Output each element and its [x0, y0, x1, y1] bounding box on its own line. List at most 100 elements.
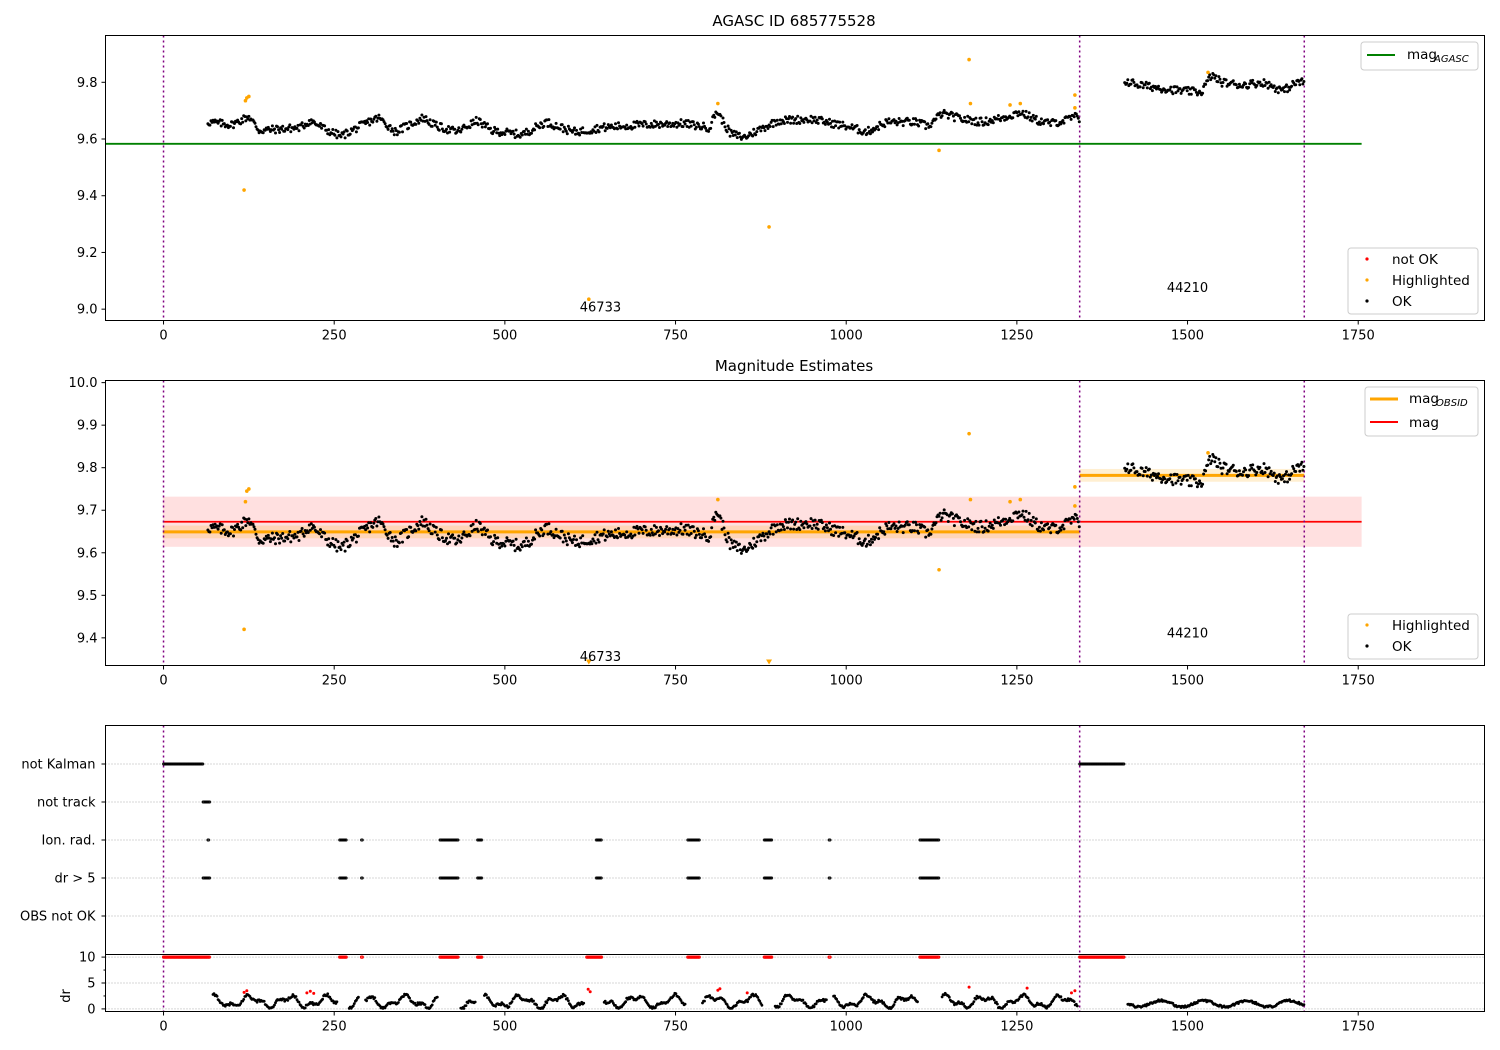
- ok-point: [560, 123, 564, 127]
- ok-point: [1171, 483, 1175, 487]
- ok-point: [279, 534, 283, 538]
- ok-point: [901, 124, 905, 128]
- ok-point: [1175, 85, 1179, 89]
- ok-point: [336, 130, 340, 134]
- ok-point: [471, 522, 475, 526]
- ok-point: [913, 122, 916, 126]
- dr-point: [624, 1000, 628, 1004]
- ok-point: [664, 527, 668, 531]
- highlighted-point: [1008, 499, 1012, 504]
- dr-point: [311, 1001, 314, 1004]
- ok-point: [863, 128, 867, 132]
- ok-point: [1282, 474, 1285, 478]
- ok-point: [286, 537, 290, 541]
- ok-point: [1298, 83, 1302, 87]
- ok-point: [236, 522, 240, 526]
- dr-point: [535, 1003, 538, 1007]
- ok-point: [959, 520, 962, 524]
- ok-point: [482, 121, 486, 124]
- ok-point: [401, 540, 404, 544]
- ok-point: [493, 533, 497, 537]
- ok-point: [877, 128, 881, 132]
- ok-point: [739, 551, 743, 555]
- ok-point: [518, 135, 522, 139]
- ok-point: [274, 542, 277, 546]
- ok-point: [686, 523, 690, 527]
- ok-point: [483, 125, 487, 129]
- ok-point: [597, 540, 601, 544]
- flag-point: [480, 838, 484, 842]
- ok-point: [657, 122, 660, 126]
- x-tick-label: 750: [663, 674, 688, 689]
- ok-point: [691, 120, 695, 124]
- ok-point: [683, 122, 687, 126]
- ok-point: [843, 531, 847, 535]
- highlighted-point: [242, 188, 246, 192]
- ok-point: [734, 130, 738, 134]
- ok-point: [1284, 472, 1287, 476]
- ok-point: [561, 130, 565, 134]
- ok-point: [1263, 471, 1267, 474]
- ok-point: [1220, 84, 1224, 88]
- ok-point: [976, 526, 980, 530]
- ok-point: [1300, 77, 1304, 81]
- ok-point: [614, 528, 617, 532]
- ok-point: [789, 121, 793, 125]
- ok-point: [810, 527, 814, 530]
- ok-point: [838, 120, 842, 124]
- ok-point: [565, 543, 569, 547]
- ok-point: [261, 541, 265, 545]
- dr-point: [725, 1003, 729, 1006]
- dr-not-ok-point: [1069, 991, 1073, 995]
- ok-point: [208, 123, 212, 127]
- x-tick-label: 1500: [1171, 1020, 1204, 1035]
- dr-clipped-point: [697, 955, 701, 959]
- ok-point: [799, 519, 803, 523]
- ok-point: [786, 120, 789, 124]
- ok-point: [823, 122, 827, 126]
- dr-point: [303, 1006, 307, 1010]
- ok-point: [356, 534, 360, 538]
- highlighted-point: [1073, 485, 1077, 489]
- ok-point: [297, 129, 301, 133]
- ok-point: [1144, 80, 1148, 84]
- highlighted-point: [967, 431, 971, 436]
- ok-point: [721, 116, 725, 120]
- ok-point: [1169, 85, 1173, 89]
- ok-point: [1267, 466, 1271, 470]
- flag-point: [208, 800, 212, 804]
- dr-point: [892, 1003, 896, 1006]
- ok-point: [1077, 120, 1081, 124]
- ok-point: [1188, 476, 1192, 480]
- ok-point: [792, 527, 796, 531]
- ok-point: [478, 118, 482, 121]
- ok-point: [1254, 473, 1258, 477]
- y-tick-label: 9.8: [77, 461, 98, 476]
- ok-point: [829, 121, 832, 125]
- ok-point: [1022, 515, 1026, 519]
- ok-point: [416, 119, 420, 123]
- ok-point: [855, 124, 859, 127]
- ok-point: [735, 549, 739, 553]
- panel-title-agasc: AGASC ID 685775528: [712, 12, 875, 30]
- ok-point: [868, 543, 872, 547]
- ok-point: [319, 528, 322, 532]
- dr-point: [947, 995, 951, 999]
- dr-point: [749, 995, 752, 999]
- ok-point: [416, 524, 420, 528]
- ok-point: [805, 522, 809, 526]
- ok-point: [1302, 465, 1306, 468]
- ok-point: [254, 532, 258, 536]
- dr-not-ok-point: [745, 991, 749, 995]
- ok-point: [986, 123, 990, 127]
- ok-point: [437, 538, 441, 542]
- ok-point: [970, 528, 974, 532]
- ok-point: [570, 541, 574, 545]
- ok-point: [654, 120, 658, 124]
- legend-label-ok: OK: [1392, 294, 1413, 310]
- ok-point: [850, 123, 854, 127]
- ok-point: [1189, 92, 1193, 96]
- ok-point: [417, 527, 421, 531]
- ok-point: [1168, 88, 1172, 92]
- dr-point: [378, 1004, 382, 1008]
